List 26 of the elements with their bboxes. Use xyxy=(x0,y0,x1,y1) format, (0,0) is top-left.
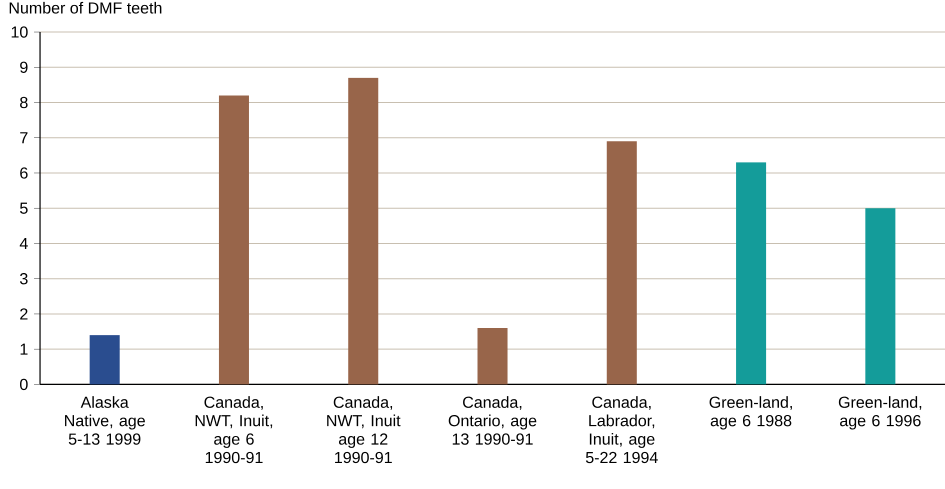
y-axis-title: Number of DMF teeth xyxy=(10,2,162,14)
bar xyxy=(865,208,896,385)
y-tick-label: 9 xyxy=(20,62,28,74)
y-tick-label: 1 xyxy=(20,344,28,355)
y-tick-label: 6 xyxy=(20,168,28,179)
y-tick-label: 0 xyxy=(20,378,28,390)
bar xyxy=(736,162,766,385)
x-tick-label: Green-land, age 6 1996 xyxy=(838,396,922,430)
y-tick-label: 4 xyxy=(20,238,28,250)
bar xyxy=(478,328,508,385)
x-tick-label: Canada, NWT, Inuit, age 6 1990-91 xyxy=(196,396,272,464)
x-tick-label: Green-land, age 6 1988 xyxy=(710,396,792,430)
x-tick-label: Canada, NWT, Inuit age 12 1990-91 xyxy=(327,396,400,464)
y-tick-label: 10 xyxy=(12,26,28,38)
bar xyxy=(348,78,378,385)
y-tick-label: 3 xyxy=(20,273,28,285)
y-tick-label: 8 xyxy=(20,97,28,108)
y-tick-label: 5 xyxy=(20,202,28,214)
y-tick-label: 2 xyxy=(20,308,28,320)
y-tick-label: 7 xyxy=(20,132,28,144)
bar xyxy=(218,96,249,385)
bar xyxy=(90,335,120,385)
x-tick-label: Canada, Labrador, Inuit, age 5-22 1994 xyxy=(586,396,658,464)
x-tick-label: Canada, Ontario, age 13 1990-91 xyxy=(448,396,536,445)
bar xyxy=(606,142,637,385)
x-tick-label: Alaska Native, age 5-13 1999 xyxy=(65,396,145,445)
